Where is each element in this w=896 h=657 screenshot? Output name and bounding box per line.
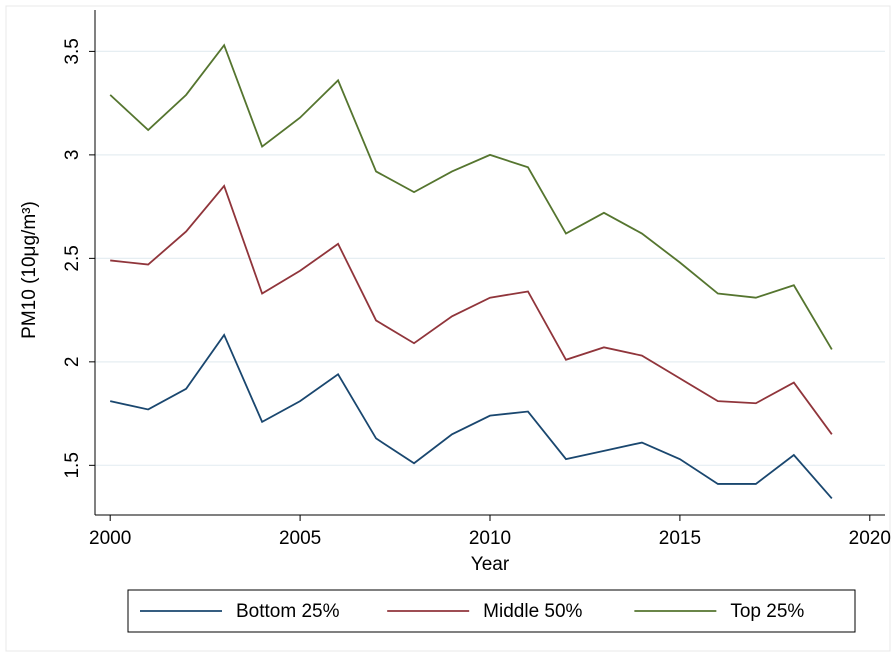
y-axis-label: PM10 (10μg/m³) <box>19 201 40 339</box>
y-tick-label: 2 <box>62 357 83 368</box>
y-tick-label: 3.5 <box>62 38 83 64</box>
x-tick-label: 2005 <box>279 528 321 549</box>
x-tick-label: 2015 <box>659 528 701 549</box>
x-tick-label: 2000 <box>89 528 131 549</box>
y-tick-label: 1.5 <box>62 452 83 478</box>
x-tick-label: 2020 <box>849 528 891 549</box>
y-tick-label: 2.5 <box>62 245 83 271</box>
legend-box <box>127 589 856 633</box>
x-tick-label: 2010 <box>469 528 511 549</box>
chart-frame <box>5 5 891 652</box>
legend-label: Top 25% <box>730 601 804 622</box>
legend-label: Middle 50% <box>483 601 582 622</box>
series-line <box>110 184 833 435</box>
x-axis-label: Year <box>471 554 510 575</box>
series-line <box>110 333 833 500</box>
series-line <box>109 43 833 350</box>
y-tick-label: 3 <box>62 150 83 161</box>
legend-label: Bottom 25% <box>236 601 340 622</box>
